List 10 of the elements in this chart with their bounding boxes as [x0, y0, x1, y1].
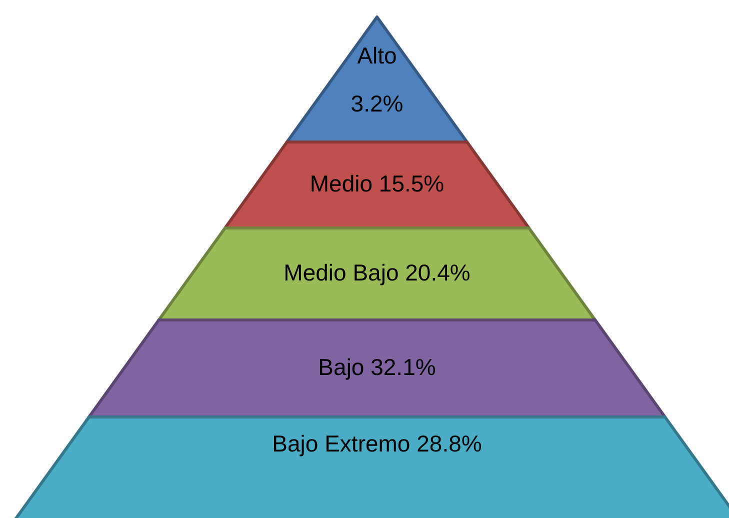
category-label: Alto [357, 42, 397, 68]
category-label: Medio [310, 170, 373, 196]
data-label: 28.8% [416, 430, 482, 456]
data-label: 3.2% [350, 90, 404, 116]
category-label: Medio Bajo [284, 259, 399, 286]
data-label: 32.1% [370, 354, 436, 380]
category-label: Bajo [318, 354, 364, 380]
data-label: 20.4% [405, 259, 470, 286]
data-label: 15.5% [378, 170, 444, 196]
category-label: Bajo Extremo [272, 430, 410, 456]
